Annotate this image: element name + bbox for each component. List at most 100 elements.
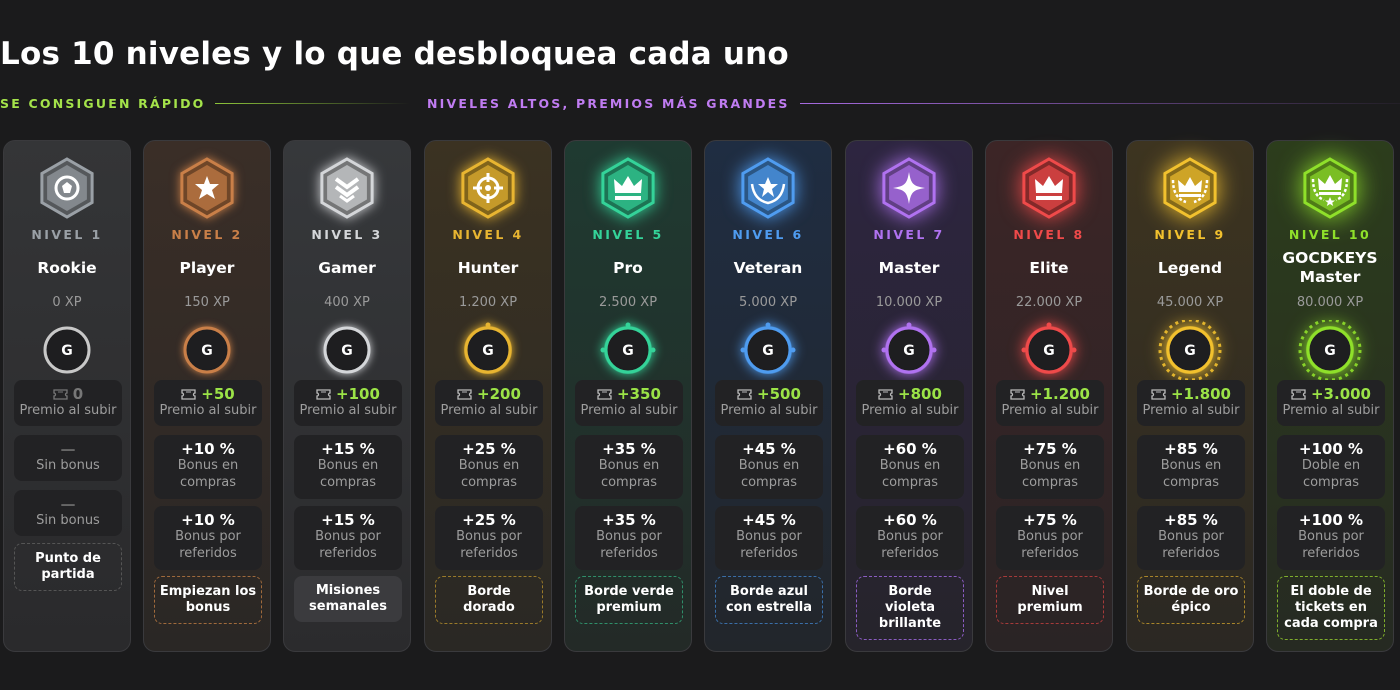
level-number: NIVEL 10 xyxy=(1288,227,1372,242)
ticket-icon xyxy=(316,388,331,400)
level-ring: G xyxy=(4,320,130,376)
level-unlock-tag: Borde verde premium xyxy=(575,576,683,624)
level-number: NIVEL 9 xyxy=(1154,227,1226,242)
level-name: Elite xyxy=(1029,259,1069,277)
sparkle-icon xyxy=(893,172,925,204)
level-badge xyxy=(565,155,691,221)
ticket-icon xyxy=(1010,388,1025,400)
ticket-icon xyxy=(1291,388,1306,400)
level-name: Pro xyxy=(613,259,643,277)
bonus-ref-value: +35 % xyxy=(602,511,656,529)
ticket-icon xyxy=(737,388,752,400)
crown-laurel-icon xyxy=(1171,177,1209,204)
bonus-ref-label: Bonus por referidos xyxy=(877,529,943,561)
level-badge xyxy=(705,155,831,221)
level-ring-letter: G xyxy=(1184,343,1196,359)
level-number: NIVEL 2 xyxy=(171,227,243,242)
level-ring-letter: G xyxy=(1043,343,1055,359)
level-number: NIVEL 5 xyxy=(592,227,664,242)
level-unlock-tag: Borde dorado xyxy=(435,576,543,624)
bonus-ref-box: +85 % Bonus por referidos xyxy=(1137,506,1245,570)
level-name: Gamer xyxy=(318,259,376,277)
level-badge xyxy=(4,155,130,221)
level-xp: 10.000 XP xyxy=(875,295,943,310)
bonus-compras-label: Doble en compras xyxy=(1301,458,1361,490)
page-title: Los 10 niveles y lo que desbloquea cada … xyxy=(0,36,789,72)
reward-box: +350 Premio al subir xyxy=(575,380,683,426)
reward-box: +1.800 Premio al subir xyxy=(1137,380,1245,426)
level-name: Legend xyxy=(1157,259,1223,277)
reward-value: +50 xyxy=(201,385,235,403)
ticket-icon xyxy=(457,388,472,400)
phase-late: NIVELES ALTOS, PREMIOS MÁS GRANDES xyxy=(427,95,1400,111)
bonus-compras-value: +25 % xyxy=(462,440,516,458)
bonus-ref-value: +10 % xyxy=(181,511,235,529)
bonus-compras-label: Bonus en compras xyxy=(177,458,239,490)
bonus-compras-label: Bonus en compras xyxy=(879,458,941,490)
bonus-ref-box: +75 % Bonus por referidos xyxy=(996,506,1104,570)
level-ring: G xyxy=(986,320,1112,376)
reward-value: +3.000 xyxy=(1310,385,1371,403)
level-card: NIVEL 9 Legend 45.000 XP G +1.800 Premio a… xyxy=(1126,140,1254,652)
level-name: GOCDKEYS Master xyxy=(1282,249,1378,286)
level-xp: 22.000 XP xyxy=(1015,295,1083,310)
bonus-ref-box: — Sin bonus xyxy=(14,490,122,536)
reward-value: +350 xyxy=(617,385,661,403)
bonus-compras-value: +15 % xyxy=(321,440,375,458)
bonus-compras-value: — xyxy=(60,440,76,458)
phase-early-divider xyxy=(215,102,410,104)
reward-box: +50 Premio al subir xyxy=(154,380,262,426)
crown-icon xyxy=(1035,176,1063,200)
bonus-compras-value: +100 % xyxy=(1298,440,1364,458)
bonus-compras-value: +60 % xyxy=(883,440,937,458)
bonus-ref-label: Bonus por referidos xyxy=(1158,529,1224,561)
bonus-ref-label: Bonus por referidos xyxy=(1017,529,1083,561)
level-badge xyxy=(144,155,270,221)
bonus-ref-box: +25 % Bonus por referidos xyxy=(435,506,543,570)
bonus-ref-label: Bonus por referidos xyxy=(456,529,522,561)
crown-star-icon xyxy=(1311,175,1349,206)
bonus-compras-box: +35 % Bonus en compras xyxy=(575,435,683,499)
bonus-ref-label: Bonus por referidos xyxy=(596,529,662,561)
level-card: NIVEL 6 Veteran 5.000 XP G +500 Premio al … xyxy=(704,140,832,652)
phase-late-divider xyxy=(799,102,1400,104)
bonus-ref-label: Bonus por referidos xyxy=(736,529,802,561)
level-number: NIVEL 4 xyxy=(452,227,524,242)
star-icon xyxy=(195,176,219,199)
reward-label: Premio al subir xyxy=(1001,403,1099,418)
bonus-ref-value: +75 % xyxy=(1023,511,1077,529)
bonus-compras-box: +25 % Bonus en compras xyxy=(435,435,543,499)
bonus-ref-label: Bonus por referidos xyxy=(1298,529,1364,561)
shield-star-icon xyxy=(54,175,80,201)
level-name: Hunter xyxy=(457,259,519,277)
reward-value: +200 xyxy=(477,385,521,403)
level-number: NIVEL 1 xyxy=(31,227,103,242)
reward-label: Premio al subir xyxy=(580,403,678,418)
level-badge xyxy=(425,155,551,221)
reward-value: +1.200 xyxy=(1029,385,1090,403)
bonus-ref-box: +100 % Bonus por referidos xyxy=(1277,506,1385,570)
bonus-ref-box: +45 % Bonus por referidos xyxy=(715,506,823,570)
level-xp: 400 XP xyxy=(324,295,370,310)
bonus-compras-box: +85 % Bonus en compras xyxy=(1137,435,1245,499)
reward-label: Premio al subir xyxy=(1142,403,1240,418)
bonus-ref-value: +85 % xyxy=(1164,511,1218,529)
bonus-ref-label: Bonus por referidos xyxy=(175,529,241,561)
bonus-compras-box: +100 % Doble en compras xyxy=(1277,435,1385,499)
ticket-icon xyxy=(53,388,68,400)
bonus-compras-box: +60 % Bonus en compras xyxy=(856,435,964,499)
bonus-ref-label: Sin bonus xyxy=(36,513,100,528)
ticket-icon xyxy=(1151,388,1166,400)
level-name: Veteran xyxy=(733,259,803,277)
level-unlock-tag: Borde de oro épico xyxy=(1137,576,1245,624)
level-card: NIVEL 7 Master 10.000 XP G +800 Premio al … xyxy=(845,140,973,652)
reward-box: +3.000 Premio al subir xyxy=(1277,380,1385,426)
level-ring-letter: G xyxy=(622,343,634,359)
phase-late-label: NIVELES ALTOS, PREMIOS MÁS GRANDES xyxy=(427,95,790,111)
level-ring: G xyxy=(144,320,270,376)
reward-value: +800 xyxy=(898,385,942,403)
reward-box: +500 Premio al subir xyxy=(715,380,823,426)
level-card: NIVEL 3 Gamer 400 XP G +100 Premio al subi… xyxy=(283,140,411,652)
bonus-compras-label: Bonus en compras xyxy=(317,458,379,490)
reward-value: 0 xyxy=(72,385,84,403)
